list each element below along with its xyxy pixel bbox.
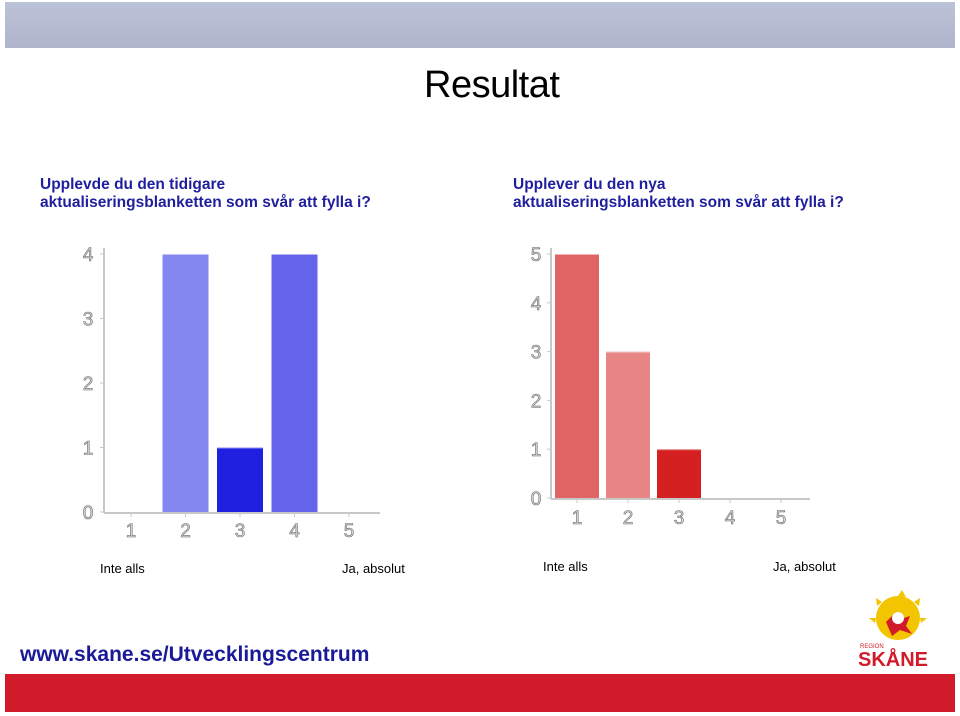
bar-2: [162, 254, 209, 512]
y-tick-label: 4: [83, 245, 94, 266]
slide-title: Resultat: [424, 64, 560, 106]
x-tick-label: 3: [674, 508, 685, 529]
y-tick-label: 2: [83, 374, 94, 395]
logo-small-text: REGION: [860, 644, 884, 650]
x-tick-label: 4: [725, 508, 736, 529]
y-tick-label: 1: [83, 439, 94, 460]
y-tick-label: 0: [83, 503, 94, 524]
x-tick-label: 4: [289, 521, 300, 542]
y-tick-label: 1: [531, 440, 542, 461]
bar-2: [606, 351, 650, 498]
x-tick-label: 2: [180, 521, 191, 542]
bar-3: [657, 449, 701, 498]
y-tick-label: 4: [531, 294, 542, 315]
bar-3: [217, 447, 263, 512]
x-tick-label: 5: [344, 521, 355, 542]
scale-low-label-left: Inte alls: [100, 561, 145, 576]
scale-high-label-right: Ja, absolut: [773, 559, 836, 574]
y-tick-label: 2: [531, 391, 542, 412]
x-tick-label: 2: [623, 508, 634, 529]
bar-4: [271, 254, 318, 512]
logo-main-text: SKÅNE: [858, 647, 928, 670]
x-tick-label: 1: [572, 508, 583, 529]
bar-1: [555, 254, 599, 498]
header-band: [5, 2, 955, 48]
x-tick-label: 5: [776, 508, 787, 529]
griffin-sun-icon: [869, 590, 927, 640]
x-tick-label: 1: [126, 521, 137, 542]
scale-high-label-left: Ja, absolut: [342, 561, 405, 576]
y-tick-label: 3: [83, 310, 94, 331]
chart-title-right: Upplever du den nya aktualiseringsblanke…: [513, 176, 844, 211]
footer-band: [5, 674, 955, 712]
chart-title-left: Upplevde du den tidigare aktualiseringsb…: [40, 176, 371, 211]
y-tick-label: 0: [531, 489, 542, 510]
y-tick-label: 3: [531, 343, 542, 364]
footer-url[interactable]: www.skane.se/Utvecklingscentrum: [20, 643, 370, 666]
y-tick-label: 5: [531, 245, 542, 266]
scale-low-label-right: Inte alls: [543, 559, 588, 574]
x-tick-label: 3: [235, 521, 246, 542]
region-skane-logo: REGION SKÅNE: [858, 590, 928, 670]
